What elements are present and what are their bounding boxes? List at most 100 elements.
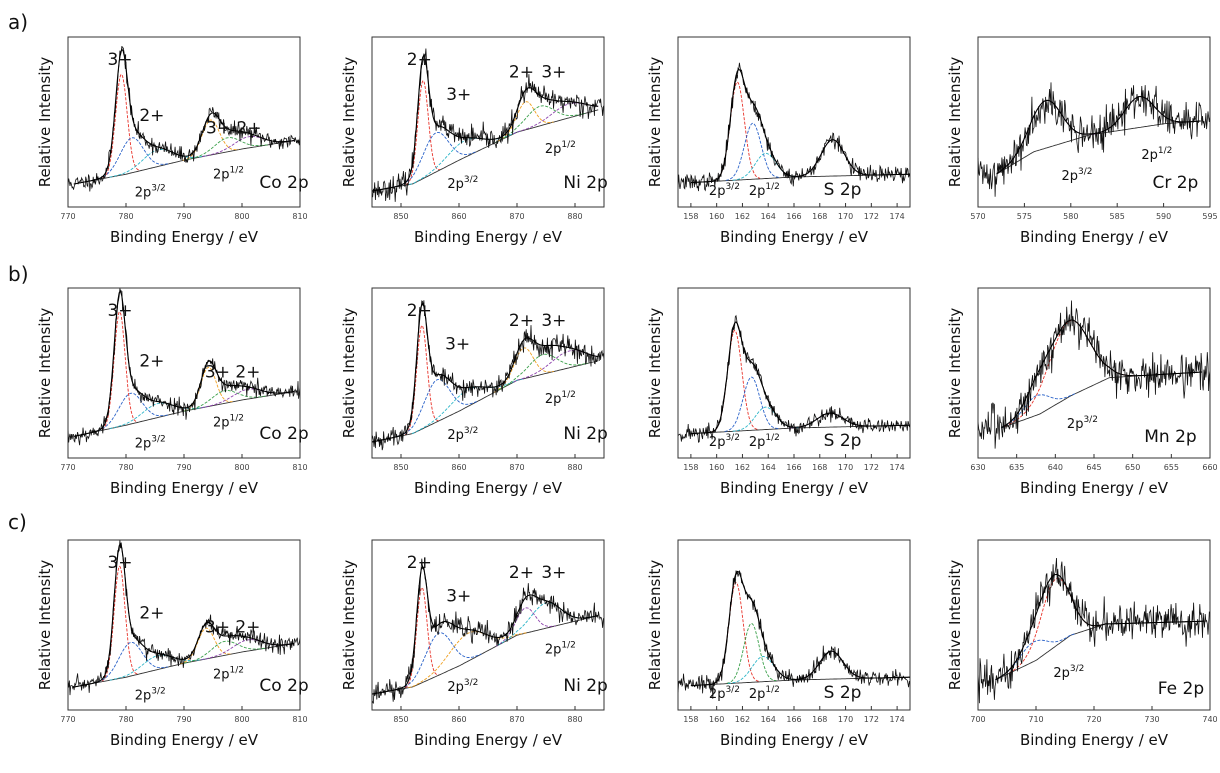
x-tick-label: 655 [1164,463,1179,472]
oxidation-state-label: 3+ [541,311,566,331]
element-label: Cr 2p [1152,173,1198,193]
orbital-label: 2p3/2 [1062,167,1093,184]
x-tick-label: 880 [567,212,582,221]
fit-envelope [996,96,1201,175]
x-tick-label: 860 [451,463,466,472]
x-axis-label: Binding Energy / eV [720,479,869,497]
element-label: S 2p [824,180,862,200]
xps-panel: 850 860 870 880 Binding Energy / eV Relative … [340,539,608,749]
x-tick-label: 166 [786,463,801,472]
oxidation-state-label: 3+ [541,63,566,83]
element-label: Ni 2p [563,424,607,444]
x-tick-label: 590 [1156,212,1171,221]
element-label: Co 2p [259,676,308,696]
component-peak [93,392,168,433]
fit-envelope [690,570,910,687]
orbital-label: 2p3/2 [447,426,478,443]
component-peak [404,587,439,689]
component-peak [395,378,478,438]
component-peak [102,73,140,179]
x-tick-label: 780 [118,715,133,724]
x-tick-label: 162 [735,715,750,724]
x-tick-label: 174 [889,715,904,724]
component-peak [726,623,777,684]
x-tick-label: 160 [709,463,724,472]
x-tick-label: 770 [60,212,75,221]
raw-spectrum [978,82,1210,197]
x-tick-label: 790 [176,463,191,472]
element-label: Fe 2p [1158,679,1204,699]
curve-group [978,300,1210,449]
orbital-label: 2p1/2 [1141,146,1172,163]
orbital-label: 2p3/2 [447,175,478,192]
plot-frame [371,287,605,459]
xps-panel: 158 160 162 164 166 168 170 172 174 Binding Energ… [646,287,911,497]
x-tick-label: 166 [786,212,801,221]
x-tick-label: 170 [838,715,853,724]
x-tick-label: 880 [567,463,582,472]
orbital-label: 2p1/2 [213,414,244,431]
orbital-label: 2p1/2 [545,140,576,157]
x-tick-label: 700 [970,715,985,724]
fit-envelope [73,290,295,437]
x-tick-label: 164 [761,212,776,221]
fit-envelope [995,573,1205,681]
oxidation-state-label: 3+ [446,85,471,105]
oxidation-state-label: 2+ [407,50,432,70]
x-tick-label: 162 [735,463,750,472]
component-peak [725,122,780,181]
oxidation-state-label: 3+ [446,587,471,607]
x-tick-label: 158 [683,212,698,221]
component-peak [183,640,266,664]
element-label: S 2p [824,683,862,703]
x-tick-label: 800 [234,715,249,724]
xps-panel: 570 575 580 585 590 595 Binding Energy / eV Rel… [946,36,1218,246]
x-tick-label: 164 [761,715,776,724]
orbital-label: 2p3/2 [135,687,166,704]
plot-frame [67,36,301,208]
y-axis-label: Relative Intensity [36,57,54,188]
x-axis-label: Binding Energy / eV [720,228,869,246]
component-peak [186,137,269,161]
x-axis-label: Binding Energy / eV [110,228,259,246]
orbital-label: 2p1/2 [749,685,780,702]
element-label: Ni 2p [563,676,607,696]
oxidation-state-label: 2+ [509,311,534,331]
orbital-label: 2p3/2 [1053,664,1084,681]
oxidation-state-label: 2+ [139,106,164,126]
x-tick-label: 172 [864,212,879,221]
component-peak [513,350,599,383]
x-tick-label: 780 [118,212,133,221]
x-tick-label: 162 [735,212,750,221]
x-tick-label: 570 [970,212,985,221]
x-tick-label: 174 [889,212,904,221]
x-tick-label: 770 [60,463,75,472]
row-label-b: b) [8,262,29,286]
x-tick-label: 158 [683,715,698,724]
plot-frame [677,287,911,459]
y-axis-label: Relative Intensity [946,560,964,691]
x-tick-label: 800 [234,463,249,472]
x-tick-label: 780 [118,463,133,472]
x-tick-label: 160 [709,715,724,724]
x-axis-label: Binding Energy / eV [414,479,563,497]
raw-spectrum [678,62,910,192]
element-label: Mn 2p [1144,427,1196,447]
x-tick-label: 650 [1125,463,1140,472]
x-tick-label: 168 [812,715,827,724]
element-label: Co 2p [259,424,308,444]
x-tick-label: 870 [509,463,524,472]
plot-frame [67,539,301,711]
x-tick-label: 810 [292,715,307,724]
x-tick-label: 172 [864,463,879,472]
component-peak [713,581,759,685]
fit-envelope [1000,319,1203,428]
curve-group [678,314,910,443]
x-tick-label: 860 [451,212,466,221]
x-tick-label: 170 [838,463,853,472]
x-tick-label: 585 [1110,212,1125,221]
x-tick-label: 810 [292,463,307,472]
xps-panel: 850 860 870 880 Binding Energy / eV Relative … [340,36,608,246]
orbital-label: 2p1/2 [213,165,244,182]
component-peak [184,366,233,412]
